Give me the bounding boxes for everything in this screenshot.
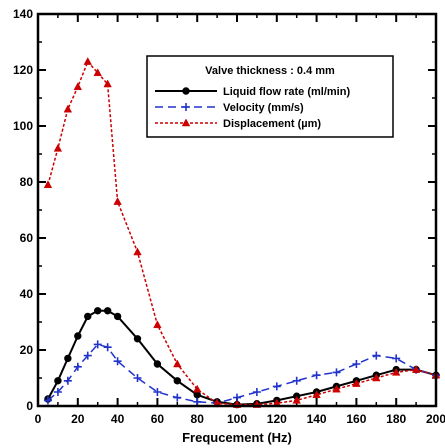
legend-entry-2: Displacement (µm) (155, 118, 321, 130)
data-point (332, 384, 341, 393)
data-point (173, 359, 182, 368)
legend: Valve thickness : 0.4 mm Liquid flow rat… (146, 55, 394, 138)
data-point (192, 384, 202, 393)
legend-label: Velocity (mm/s) (223, 102, 304, 114)
data-point (312, 371, 321, 380)
data-point (391, 367, 401, 376)
series-line (47, 343, 437, 404)
series-0 (44, 307, 440, 409)
x-tick-label: 60 (151, 412, 165, 426)
data-point (94, 307, 102, 315)
legend-label: Liquid flow rate (ml/min) (223, 86, 350, 98)
data-point (54, 377, 62, 385)
series-line (47, 309, 437, 406)
data-point (103, 307, 112, 315)
series-line (47, 60, 437, 406)
data-point (272, 382, 281, 391)
data-point (74, 332, 82, 340)
data-point (332, 368, 341, 377)
data-point (43, 396, 52, 405)
data-point (73, 362, 82, 371)
data-point (193, 397, 202, 406)
x-tick-labels: 0 20 40 60 80 100 120 140 160 180 200 (35, 412, 445, 426)
legend-label: Displacement (µm) (223, 118, 321, 130)
x-tick-label: 180 (386, 412, 406, 426)
data-point (133, 247, 142, 256)
data-point (352, 360, 361, 368)
data-point (352, 379, 361, 387)
data-point (182, 103, 190, 111)
legend-entry-1: Velocity (mm/s) (155, 102, 304, 114)
data-point (173, 393, 182, 402)
data-point (181, 118, 191, 127)
data-point (153, 388, 162, 396)
data-point (83, 351, 92, 360)
data-point (133, 374, 142, 382)
data-point (83, 57, 92, 65)
data-point (173, 377, 182, 385)
x-tick-label: 120 (267, 412, 287, 426)
data-point (53, 388, 62, 396)
data-point (411, 365, 421, 373)
plot-frame (36, 12, 438, 408)
data-point (73, 82, 83, 91)
y-tick-label: 120 (13, 63, 33, 77)
data-point (93, 68, 102, 77)
data-point (312, 390, 321, 399)
data-point (43, 180, 53, 189)
data-point (153, 360, 162, 368)
data-point (182, 87, 190, 95)
data-point (113, 312, 122, 321)
data-point (53, 143, 63, 152)
data-point (193, 391, 201, 399)
data-point (93, 340, 102, 349)
x-tick-label: 20 (71, 412, 85, 426)
data-point (292, 395, 301, 404)
x-tick-label: 160 (346, 412, 366, 426)
y-tick-labels: 0 20 40 60 80 100 120 140 (13, 7, 33, 413)
y-tick-label: 0 (26, 399, 33, 413)
y-tick-label: 80 (20, 175, 34, 189)
legend-title: Valve thickness : 0.4 mm (205, 65, 335, 77)
data-point (153, 320, 162, 329)
data-point (372, 351, 381, 360)
data-point (103, 343, 112, 352)
data-point (113, 197, 122, 205)
data-point (372, 373, 381, 382)
data-point (133, 335, 142, 343)
data-point (84, 312, 92, 321)
x-tick-label: 140 (307, 412, 327, 426)
y-tick-label: 140 (13, 7, 33, 21)
data-point (64, 354, 72, 363)
x-axis-label: Frequcement (Hz) (182, 430, 292, 445)
data-point (252, 388, 261, 396)
x-tick-label: 100 (227, 412, 247, 426)
data-point (292, 376, 301, 385)
x-tick-label: 200 (426, 412, 445, 426)
x-tick-label: 80 (191, 412, 205, 426)
legend-entry-0: Liquid flow rate (ml/min) (155, 86, 350, 98)
data-point (63, 104, 73, 113)
data-point (113, 357, 122, 366)
y-tick-label: 60 (20, 231, 34, 245)
y-tick-label: 20 (20, 343, 34, 357)
y-tick-label: 40 (20, 287, 34, 301)
data-point (103, 79, 112, 88)
data-point (63, 376, 72, 385)
y-tick-label: 100 (13, 119, 33, 133)
x-tick-label: 0 (35, 412, 42, 426)
x-tick-label: 40 (111, 412, 125, 426)
data-point (392, 354, 401, 363)
